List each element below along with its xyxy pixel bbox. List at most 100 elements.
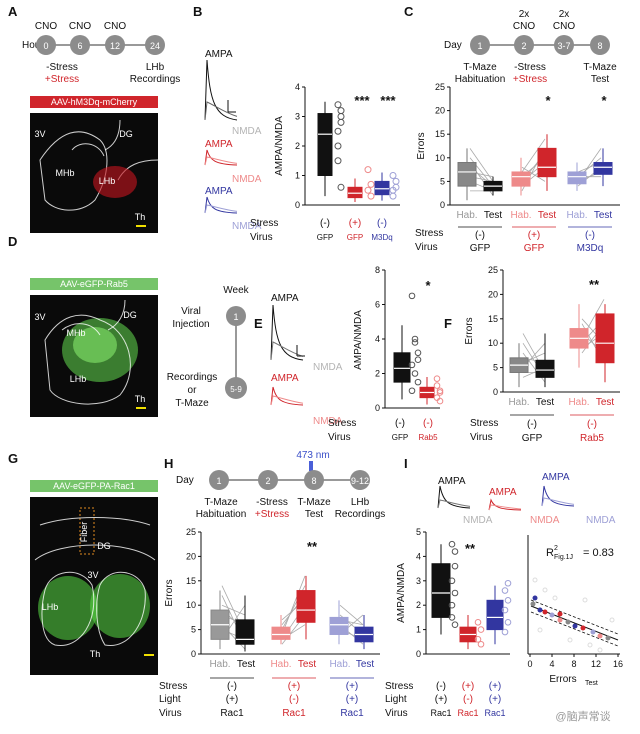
y-tick-label: 3 xyxy=(416,576,421,586)
box-plot xyxy=(347,186,363,199)
stress-value: (-) xyxy=(320,218,330,229)
y-axis-label: AMPA/NMDA xyxy=(274,116,285,176)
cno-label: CNO xyxy=(35,21,57,32)
region-outline xyxy=(44,314,131,405)
row-label: Light xyxy=(159,694,181,705)
data-point xyxy=(436,397,444,405)
stress-value: (+) xyxy=(349,218,362,229)
x-tick-label: 4 xyxy=(549,659,554,669)
region-label: MHb xyxy=(55,168,74,178)
stress-value: (-) xyxy=(527,419,537,430)
data-point xyxy=(504,597,512,604)
y-axis-label: AMPA/NMDA xyxy=(396,563,407,623)
timeline-node xyxy=(226,306,246,326)
y-tick-label: 15 xyxy=(186,576,196,586)
data-point xyxy=(477,640,485,648)
stress-value: (+) xyxy=(288,681,301,692)
region-label: LHb xyxy=(70,374,87,384)
cno-label: CNO xyxy=(69,21,91,32)
timeline-text: T-Maze xyxy=(204,497,238,508)
row-label: Stress xyxy=(470,418,498,429)
row-label: Stress xyxy=(250,218,278,229)
significance-marker: * xyxy=(545,93,551,108)
y-tick-label: 6 xyxy=(375,300,380,310)
stress-value: (-) xyxy=(395,418,405,429)
timeline-label: Day xyxy=(176,475,194,486)
scatter-point xyxy=(605,635,611,641)
virus-value: Rac1 xyxy=(457,708,478,718)
y-tick-label: 4 xyxy=(295,82,300,92)
y-tick-label: 20 xyxy=(186,551,196,561)
row-label: Virus xyxy=(385,708,408,719)
stress-value: (+) xyxy=(462,681,475,692)
y-tick-label: 2 xyxy=(416,600,421,610)
trace xyxy=(204,149,238,166)
y-tick-label: 25 xyxy=(488,265,498,275)
significance-marker: * xyxy=(601,93,607,108)
light-value: (-) xyxy=(463,694,473,705)
y-axis-label: Errors xyxy=(464,317,475,344)
box-plot xyxy=(393,352,411,383)
fiber-outline xyxy=(79,507,95,555)
x-tick-label: Test xyxy=(484,210,503,221)
scale-bar xyxy=(136,225,146,227)
light-value: (+) xyxy=(226,694,239,705)
timeline-node-label: 1 xyxy=(477,41,482,51)
x-tick-label: Test xyxy=(356,659,375,670)
y-tick-label: 10 xyxy=(435,153,445,163)
data-point xyxy=(501,587,509,594)
timeline-node-label: 24 xyxy=(150,41,160,51)
significance-marker: ** xyxy=(465,541,476,556)
box-plot xyxy=(593,162,613,175)
box-plot xyxy=(317,113,333,177)
box-plot xyxy=(537,147,557,178)
x-tick-label: Test xyxy=(594,210,613,221)
paired-line xyxy=(521,138,546,173)
region-label: Fiber xyxy=(79,522,89,543)
region-outline xyxy=(61,323,101,336)
data-point xyxy=(408,387,416,395)
trace-label: NMDA xyxy=(313,416,343,427)
trace-label: AMPA xyxy=(542,472,570,483)
y-axis-label: Errors xyxy=(164,579,175,606)
y-tick-label: 0 xyxy=(493,387,498,397)
data-point xyxy=(337,118,345,126)
timeline-node xyxy=(590,35,610,55)
scatter-point xyxy=(565,619,571,625)
timeline-text: Test xyxy=(305,509,324,520)
panel-letter: A xyxy=(8,4,18,19)
virus-value: GFP xyxy=(317,233,333,242)
trace-label: NMDA xyxy=(232,174,262,185)
timeline-node xyxy=(70,35,90,55)
cno-label: CNO xyxy=(104,21,126,32)
timeline-node-label: 8 xyxy=(597,41,602,51)
r2-label: R xyxy=(546,547,554,559)
timeline-node-label: 1 xyxy=(233,312,238,322)
data-point xyxy=(337,107,345,115)
x-tick-label: Hab. xyxy=(568,397,589,408)
virus-value: M3Dq xyxy=(577,243,604,254)
trace xyxy=(541,497,575,507)
timeline-text: Habituation xyxy=(196,509,247,520)
virus-value: GFP xyxy=(347,233,363,242)
stress-value: (-) xyxy=(227,681,237,692)
scatter-point xyxy=(530,601,536,607)
y-tick-label: 5 xyxy=(440,176,445,186)
data-point xyxy=(448,540,456,548)
y-tick-label: 0 xyxy=(191,649,196,659)
x-tick-label: Hab. xyxy=(270,659,291,670)
timeline-node xyxy=(36,35,56,55)
scatter-point-faint xyxy=(597,647,603,653)
timeline-node-label: 2 xyxy=(521,41,526,51)
data-point xyxy=(504,618,512,626)
row-label: Stress xyxy=(415,228,443,239)
significance-marker: *** xyxy=(354,93,370,108)
y-tick-label: 1 xyxy=(295,171,300,181)
x-axis-label-sub: Test xyxy=(585,680,598,687)
region-label: 3V xyxy=(87,570,98,580)
signal-blob xyxy=(38,576,98,640)
region-label: Th xyxy=(135,212,146,222)
scatter-point-faint xyxy=(567,637,573,643)
x-tick-label: Hab. xyxy=(508,397,529,408)
trace-label: AMPA xyxy=(489,487,517,498)
